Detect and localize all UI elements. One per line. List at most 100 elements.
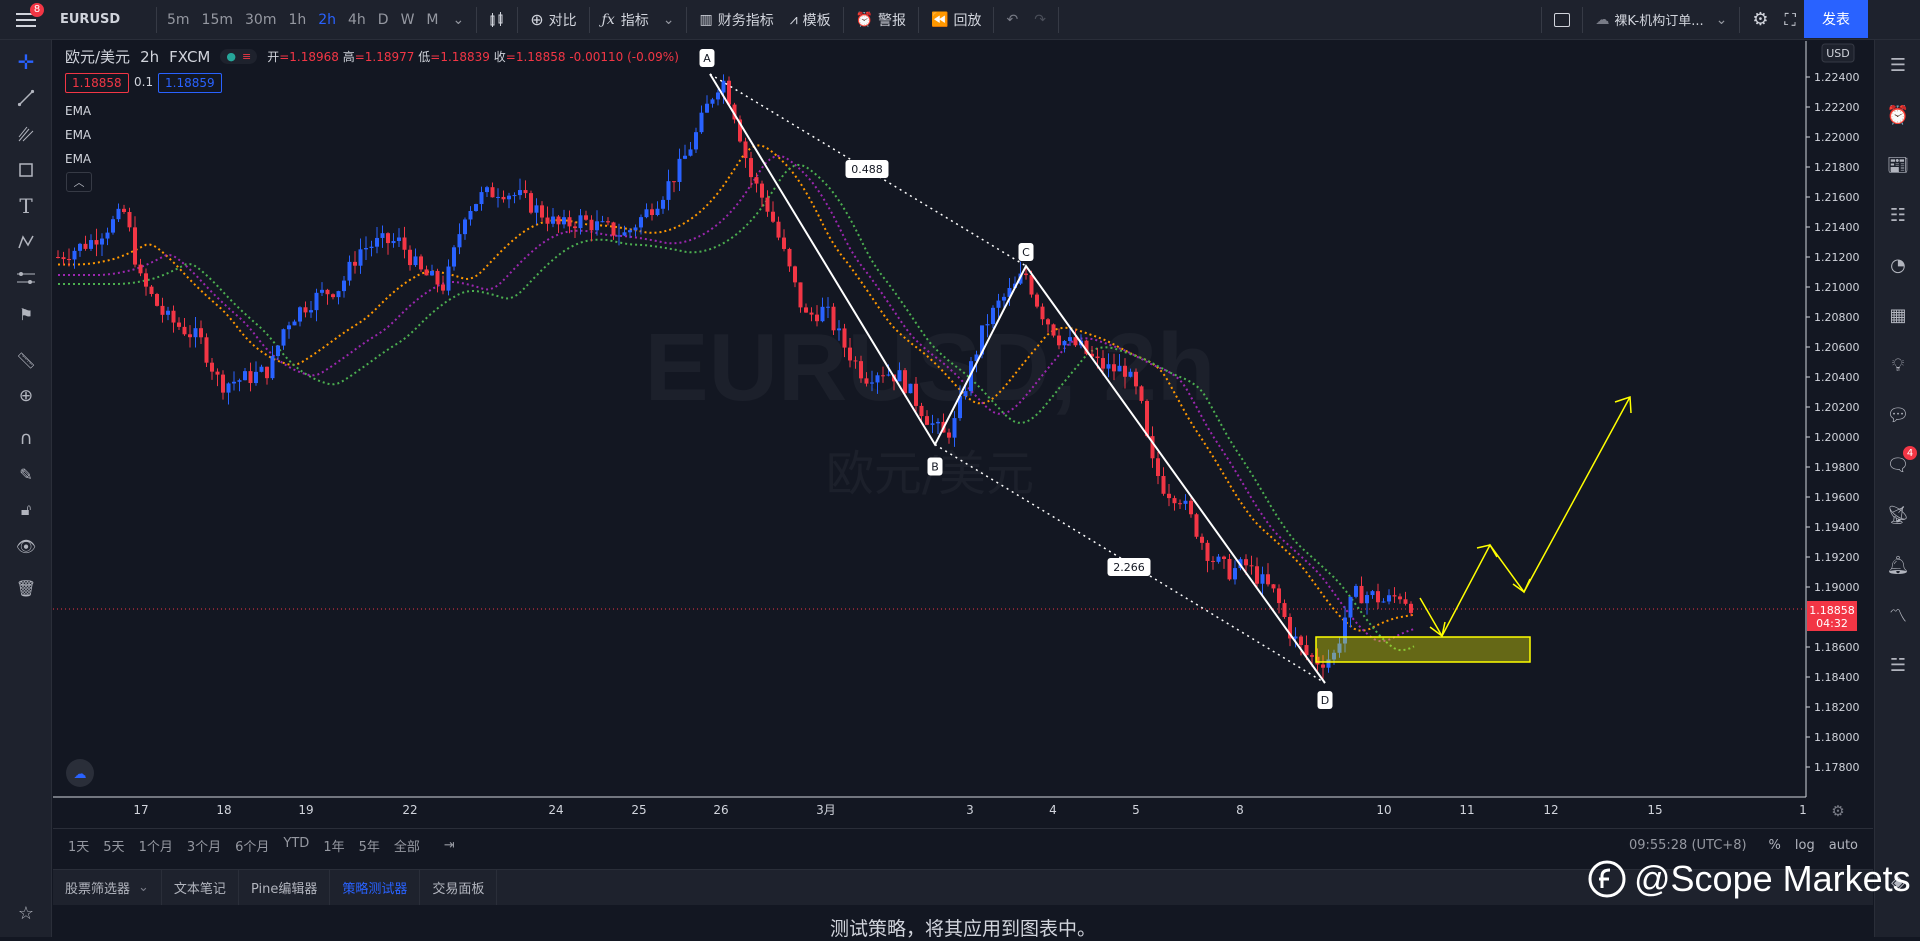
projection-path[interactable] xyxy=(1419,396,1631,638)
timeframe-5m[interactable]: 5m xyxy=(167,11,190,28)
tab-stock-screener[interactable]: 股票筛选器 ⌄ xyxy=(53,869,162,906)
magnet-tool[interactable]: ∩ xyxy=(0,420,52,456)
price-axis[interactable]: 1.22400 1.22200 1.22000 1.21800 1.21600 1.214… xyxy=(1806,71,1860,774)
point-d-label[interactable]: D xyxy=(1317,691,1333,709)
menu-button[interactable]: 8 xyxy=(0,0,52,40)
zoom-tool[interactable]: ⊕ xyxy=(0,378,52,414)
range-7[interactable]: 5年 xyxy=(358,840,380,855)
icons-tool[interactable]: ⚑ xyxy=(0,296,52,332)
measure-tool[interactable]: 📏︎ xyxy=(0,342,52,378)
point-b-label[interactable]: B xyxy=(927,457,943,476)
symbol-title[interactable]: 欧元/美元 xyxy=(65,48,131,66)
timeframe-M[interactable]: M xyxy=(426,11,439,28)
stay-drawing-tool[interactable]: ✎ xyxy=(0,456,52,492)
range-6[interactable]: 1年 xyxy=(323,840,345,855)
range-0[interactable]: 1天 xyxy=(68,840,90,855)
dom-button[interactable]: ☱ xyxy=(1875,640,1920,690)
layout-toggle-button[interactable] xyxy=(1546,0,1578,40)
timeframe-D[interactable]: D xyxy=(377,11,389,28)
timeframe-W[interactable]: W xyxy=(400,11,415,28)
order-panel-button[interactable]: 〽 xyxy=(1875,590,1920,640)
favorites-tool[interactable]: ☆ xyxy=(0,895,52,931)
ema-legend-2[interactable]: EMA xyxy=(65,128,92,142)
ema-legend-3[interactable]: EMA xyxy=(65,152,92,166)
layout-name-button[interactable]: ☁ 裸K-机构订单... ⌄ xyxy=(1587,0,1735,40)
crosshair-tool[interactable]: ✛ xyxy=(0,44,52,80)
shape-tool[interactable] xyxy=(0,152,52,188)
demand-zone[interactable] xyxy=(1315,636,1531,663)
timeframe-dropdown[interactable]: ⌄ xyxy=(452,11,465,28)
streams-button[interactable]: 📡︎ xyxy=(1875,490,1920,540)
pattern-legs[interactable] xyxy=(709,73,1326,684)
fib-tool[interactable] xyxy=(0,116,52,152)
prediction-tool[interactable] xyxy=(0,260,52,296)
calendar-button[interactable]: ▦ xyxy=(1875,290,1920,340)
settings-button[interactable]: ⚙ xyxy=(1744,0,1776,40)
range-5[interactable]: YTD xyxy=(283,836,310,851)
symbol-search[interactable]: EURUSD xyxy=(60,12,121,27)
alert-button[interactable]: ⏰ 警报 xyxy=(848,0,914,40)
range-4[interactable]: 6个月 xyxy=(235,840,270,855)
trendline-tool[interactable] xyxy=(0,80,52,116)
ratio-ac-label[interactable]: 0.488 xyxy=(845,160,889,178)
time-axis[interactable]: 17 18 19 22 24 25 26 3月 3 4 5 8 10 11 12 15 1 xyxy=(133,803,1806,817)
data-window-button[interactable]: ☷ xyxy=(1875,190,1920,240)
timeframe-4h[interactable]: 4h xyxy=(348,11,366,28)
stack-button[interactable]: ◈ xyxy=(1875,857,1920,907)
timeframe-1h[interactable]: 1h xyxy=(288,11,307,28)
point-c-label[interactable]: C xyxy=(1018,243,1034,261)
hide-tool[interactable]: 👁︎ xyxy=(0,528,52,564)
redo-button[interactable]: ↷ xyxy=(1026,0,1054,40)
range-3[interactable]: 3个月 xyxy=(186,840,222,855)
chats-button[interactable]: 💬︎ xyxy=(1875,390,1920,440)
watchlist-button[interactable]: ☰ xyxy=(1875,40,1920,90)
financials-button[interactable]: ▥ 财务指标 xyxy=(691,0,781,40)
pattern-tool[interactable] xyxy=(0,224,52,260)
news-button[interactable]: 📰︎ xyxy=(1875,140,1920,190)
compare-button[interactable]: ⊕ 对比 xyxy=(522,0,584,40)
tab-text-notes[interactable]: 文本笔记 xyxy=(162,869,239,906)
bell-button[interactable]: 🔔︎ xyxy=(1875,540,1920,590)
indicators-button[interactable]: ƒx 指标 ⌄ xyxy=(594,0,683,40)
tab-trading-panel[interactable]: 交易面板 xyxy=(420,869,498,906)
timeframe-30m[interactable]: 30m xyxy=(245,11,277,28)
templates-button[interactable]: ⩘ 模板 xyxy=(782,0,839,40)
timeframe-2h[interactable]: 2h xyxy=(318,11,337,28)
ratio-bd-label[interactable]: 2.266 xyxy=(1107,558,1151,576)
xabcd-pattern[interactable]: A B C D 0.488 2.266 xyxy=(699,49,1333,709)
tradingview-logo[interactable] xyxy=(66,759,94,787)
collapse-legend-button[interactable]: ︿ xyxy=(66,172,92,192)
replay-button[interactable]: ⏪ 回放 xyxy=(923,0,989,40)
market-status-toggle[interactable]: ● ≡ xyxy=(220,49,258,64)
tab-pine-editor[interactable]: Pine编辑器 xyxy=(239,869,331,906)
point-a-label[interactable]: A xyxy=(699,49,715,67)
ideas-button[interactable]: 💡︎ xyxy=(1875,340,1920,390)
log-toggle[interactable]: log xyxy=(1794,838,1815,853)
text-tool[interactable]: T xyxy=(0,188,52,224)
ema-legend-1[interactable]: EMA xyxy=(65,104,92,118)
clock[interactable]: 09:55:28 (UTC+8) xyxy=(1628,838,1747,853)
tab-strategy-tester[interactable]: 策略测试器 xyxy=(330,869,421,906)
currency-tag[interactable] xyxy=(1821,43,1855,63)
publish-button[interactable]: 发表 xyxy=(1804,0,1868,38)
gear-icon[interactable]: ⚙ xyxy=(1831,802,1844,820)
chart-type-button[interactable] xyxy=(481,0,513,40)
timeframe-15m[interactable]: 15m xyxy=(201,11,233,28)
undo-button[interactable]: ↶ xyxy=(998,0,1026,40)
notifications-button[interactable]: 🗨︎ 4 xyxy=(1875,440,1920,490)
auto-toggle[interactable]: auto xyxy=(1828,838,1858,853)
range-2[interactable]: 1个月 xyxy=(138,840,173,855)
range-1[interactable]: 5天 xyxy=(103,840,125,855)
lock-tool[interactable]: 🔓︎ xyxy=(0,492,52,528)
alerts-button[interactable]: ⏰ xyxy=(1875,90,1920,140)
hotlist-button[interactable]: ◔ xyxy=(1875,240,1920,290)
remove-tool[interactable]: 🗑︎ xyxy=(0,570,52,606)
date-range-button[interactable]: ⇥ xyxy=(437,838,462,853)
price-chart[interactable]: EURUSD, 2h 欧元/美元 1.224001.222001.220001.… xyxy=(53,41,1873,863)
fullscreen-button[interactable]: ⛶ xyxy=(1776,0,1803,40)
buy-price-box[interactable]: 1.18859 xyxy=(158,73,222,93)
range-8[interactable]: 全部 xyxy=(393,840,420,855)
sell-price-box[interactable]: 1.18858 xyxy=(65,73,129,93)
projection-drawing[interactable] xyxy=(1315,395,1632,663)
percent-toggle[interactable]: % xyxy=(1768,838,1781,853)
